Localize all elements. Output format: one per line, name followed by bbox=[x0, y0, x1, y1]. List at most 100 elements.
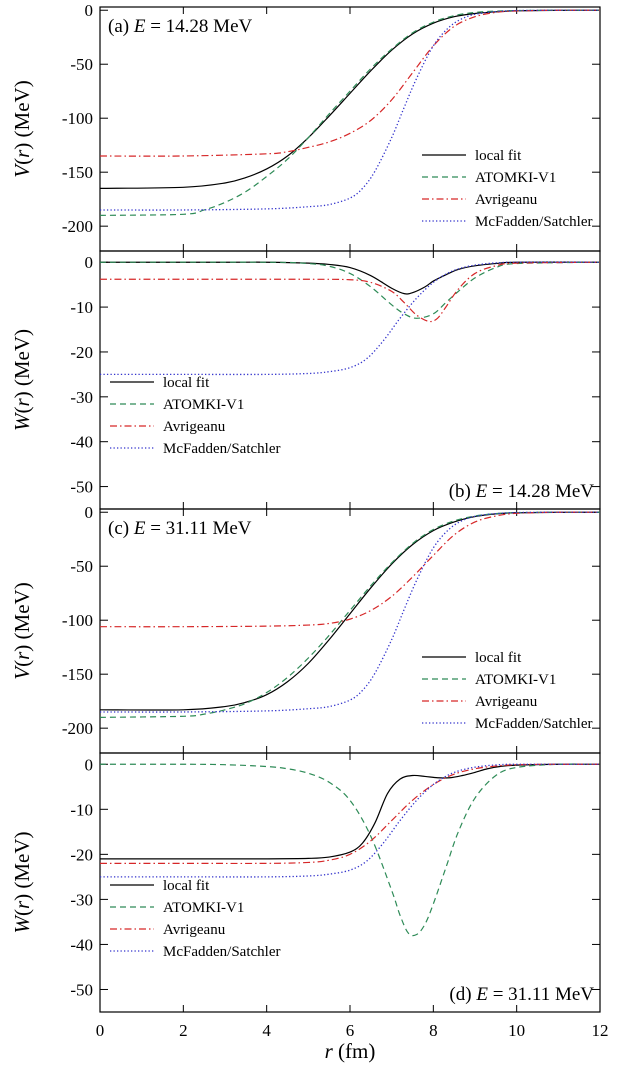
series-line-atomki-v1 bbox=[100, 511, 600, 718]
panel-label-var: E bbox=[475, 984, 488, 1005]
legend: local fit ATOMKI-V1 Avrigeanu McFadden/Satc… bbox=[422, 650, 592, 732]
series-line-mcfadden-satchler bbox=[100, 763, 600, 878]
y-tick-label: -40 bbox=[70, 935, 93, 954]
panel-label-var: E bbox=[133, 518, 146, 539]
series-line-atomki-v1 bbox=[100, 763, 600, 937]
series-line-avrigeanu bbox=[100, 763, 600, 865]
y-axis-label-main: V bbox=[10, 163, 34, 178]
y-axis-label: V(r) (MeV) bbox=[10, 582, 34, 679]
panel-label-prefix: (c) bbox=[108, 518, 129, 539]
x-tick-label: 6 bbox=[346, 1021, 355, 1040]
y-tick-label: -10 bbox=[70, 800, 93, 819]
panel-label-prefix: (a) bbox=[108, 16, 129, 37]
panel-label-rest: = 14.28 MeV bbox=[487, 481, 594, 502]
y-axis-label-arg: r bbox=[10, 149, 34, 158]
series-group bbox=[100, 9, 600, 216]
y-axis-label-main: W bbox=[10, 411, 34, 431]
x-axis-label-var: r bbox=[325, 1039, 334, 1063]
y-tick-label: -50 bbox=[70, 980, 93, 999]
legend-label: Avrigeanu bbox=[163, 419, 226, 435]
panel-label: (c) E = 31.11 MeV bbox=[108, 518, 252, 539]
panel-label-prefix: (b) bbox=[449, 481, 471, 502]
panel-label-var: E bbox=[475, 481, 488, 502]
legend-label: ATOMKI-V1 bbox=[163, 397, 244, 413]
y-tick-label: 0 bbox=[85, 755, 94, 774]
y-tick-label: -150 bbox=[62, 163, 93, 182]
legend-label: McFadden/Satchler bbox=[475, 214, 592, 230]
x-tick-label: 0 bbox=[96, 1021, 105, 1040]
legend-label: local fit bbox=[163, 878, 210, 894]
x-tick-label: 8 bbox=[429, 1021, 438, 1040]
legend-label: McFadden/Satchler bbox=[163, 944, 280, 960]
y-tick-label: -50 bbox=[70, 557, 93, 576]
series-line-mcfadden-satchler bbox=[100, 9, 600, 211]
y-tick-label: 0 bbox=[85, 1, 94, 20]
x-axis-label-unit: (fm) bbox=[333, 1039, 376, 1063]
y-axis-label-main: V bbox=[10, 665, 34, 680]
panel-label: (d) E = 31.11 MeV bbox=[449, 984, 594, 1005]
y-axis-label-arg: r bbox=[10, 900, 34, 909]
y-axis-label-main: W bbox=[10, 914, 34, 934]
panel-label-var: E bbox=[133, 16, 146, 37]
legend-label: McFadden/Satchler bbox=[475, 716, 592, 732]
series-line-local-fit bbox=[100, 763, 600, 860]
y-axis-label-arg: r bbox=[10, 651, 34, 660]
legend-label: McFadden/Satchler bbox=[163, 441, 280, 457]
legend-label: ATOMKI-V1 bbox=[475, 672, 556, 688]
legend-label: Avrigeanu bbox=[475, 192, 538, 208]
panel-label-rest: = 31.11 MeV bbox=[145, 518, 251, 539]
y-axis-label-unit: (MeV) bbox=[10, 329, 34, 391]
y-axis-label-unit: (MeV) bbox=[10, 831, 34, 893]
y-tick-label: -20 bbox=[70, 845, 93, 864]
series-group bbox=[100, 511, 600, 718]
legend: local fit ATOMKI-V1 Avrigeanu McFadden/Satc… bbox=[422, 148, 592, 230]
x-tick-label: 12 bbox=[592, 1021, 609, 1040]
y-tick-label: 0 bbox=[85, 503, 94, 522]
legend-label: local fit bbox=[475, 148, 522, 164]
series-line-avrigeanu bbox=[100, 511, 600, 628]
series-group bbox=[100, 261, 600, 376]
y-tick-label: -200 bbox=[62, 217, 93, 236]
y-axis-label: V(r) (MeV) bbox=[10, 80, 34, 177]
y-tick-label: -200 bbox=[62, 719, 93, 738]
y-tick-label: -10 bbox=[70, 298, 93, 317]
legend-label: local fit bbox=[475, 650, 522, 666]
panel-label-prefix: (d) bbox=[449, 984, 471, 1005]
y-axis-label: W(r) (MeV) bbox=[10, 831, 34, 933]
panel-c: 0 -50 -100 -150 -200 V(r) (MeV) local fit ATOMK… bbox=[10, 503, 601, 754]
y-tick-label: -100 bbox=[62, 611, 93, 630]
panel-b: 0 -10 -20 -30 -40 -50 W(r) (MeV) local fit ATOMK… bbox=[10, 250, 601, 510]
y-tick-label: -30 bbox=[70, 388, 93, 407]
panel-label-rest: = 14.28 MeV bbox=[145, 16, 252, 37]
panel-label-rest: = 31.11 MeV bbox=[488, 984, 594, 1005]
series-group bbox=[100, 763, 600, 937]
y-axis-label: W(r) (MeV) bbox=[10, 329, 34, 431]
series-line-avrigeanu bbox=[100, 261, 600, 323]
panel-a: 0 -50 -100 -150 -200 V(r) (MeV) local fit ATOMK… bbox=[10, 1, 601, 252]
legend-label: local fit bbox=[163, 375, 210, 391]
series-line-mcfadden-satchler bbox=[100, 511, 600, 713]
legend-label: Avrigeanu bbox=[163, 922, 226, 938]
panel-label: (b) E = 14.28 MeV bbox=[449, 481, 595, 502]
x-tick-label: 4 bbox=[262, 1021, 271, 1040]
series-line-atomki-v1 bbox=[100, 261, 600, 319]
y-tick-label: -150 bbox=[62, 665, 93, 684]
legend-label: ATOMKI-V1 bbox=[475, 170, 556, 186]
x-tick-label: 10 bbox=[508, 1021, 525, 1040]
legend-label: ATOMKI-V1 bbox=[163, 900, 244, 916]
y-axis-label-unit: (MeV) bbox=[10, 80, 34, 142]
y-tick-label: -50 bbox=[70, 55, 93, 74]
y-tick-label: -100 bbox=[62, 109, 93, 128]
y-tick-label: -30 bbox=[70, 890, 93, 909]
legend: local fit ATOMKI-V1 Avrigeanu McFadden/Satc… bbox=[110, 375, 280, 457]
legend: local fit ATOMKI-V1 Avrigeanu McFadden/Satc… bbox=[110, 878, 280, 960]
panel-label: (a) E = 14.28 MeV bbox=[108, 16, 252, 37]
y-tick-label: -40 bbox=[70, 433, 93, 452]
series-line-avrigeanu bbox=[100, 9, 600, 157]
series-line-local-fit bbox=[100, 261, 600, 295]
y-axis-label-arg: r bbox=[10, 398, 34, 407]
y-tick-label: -50 bbox=[70, 478, 93, 497]
panel-d: 0 -10 -20 -30 -40 -50 0 2 4 6 8 10 12 r (fm) W(r) (MeV… bbox=[10, 752, 609, 1063]
x-tick-label: 2 bbox=[179, 1021, 188, 1040]
